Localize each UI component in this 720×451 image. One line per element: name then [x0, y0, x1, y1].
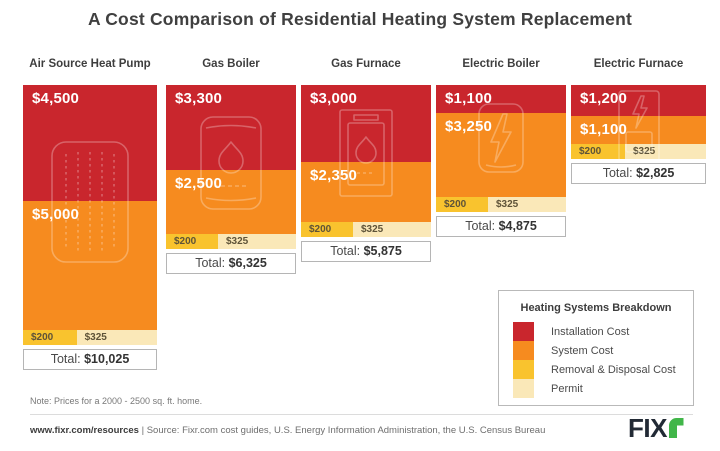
- total-box: Total: $4,875: [436, 216, 566, 237]
- segment-system-cost: $5,000: [23, 201, 157, 330]
- legend-item-system-cost: System Cost: [513, 341, 693, 360]
- strip-row: $200 $325: [301, 222, 431, 237]
- total-label: Total:: [465, 219, 496, 233]
- stacked-bar: $3,300 $2,500 $200 $325: [166, 85, 296, 249]
- footnote: Note: Prices for a 2000 - 2500 sq. ft. h…: [30, 396, 203, 406]
- stacked-bar: $1,200 $1,100 $200 $325: [571, 85, 706, 159]
- total-label: Total:: [602, 166, 633, 180]
- segment-removal-disposal-cost: $200: [166, 234, 218, 249]
- legend-item-installation-cost: Installation Cost: [513, 322, 693, 341]
- column-label: Gas Boiler: [202, 58, 260, 70]
- total-box: Total: $6,325: [166, 253, 296, 274]
- column-gas-boiler: Gas Boiler $3,300 $2,500 $200 $325 Total…: [166, 52, 296, 274]
- segment-system-cost: $1,100: [571, 116, 706, 144]
- system-cost-value: $1,100: [580, 121, 628, 138]
- footer: www.fixr.com/resources | Source: Fixr.co…: [30, 425, 545, 436]
- strip-row: $200 $325: [166, 234, 296, 249]
- legend-items: Installation Cost System Cost Removal & …: [513, 322, 693, 398]
- total-box: Total: $2,825: [571, 163, 706, 184]
- segment-installation-cost: $3,300: [166, 85, 296, 170]
- legend-label: System Cost: [551, 344, 614, 357]
- strip-row: $200 $325: [23, 330, 157, 345]
- legend-label: Removal & Disposal Cost: [551, 363, 676, 376]
- installation-cost-value: $1,200: [580, 90, 628, 107]
- segment-system-cost: $2,500: [166, 170, 296, 234]
- legend-item-permit: Permit: [513, 379, 693, 398]
- installation-cost-value: $3,000: [310, 90, 358, 107]
- segment-installation-cost: $4,500: [23, 85, 157, 201]
- legend-title: Heating Systems Breakdown: [520, 302, 672, 314]
- page-title: A Cost Comparison of Residential Heating…: [87, 9, 633, 29]
- segment-permit: $325: [218, 234, 296, 249]
- segment-removal-disposal-cost: $200: [23, 330, 77, 345]
- column-label: Electric Boiler: [462, 58, 540, 70]
- fixr-logo: FIX: [628, 413, 684, 443]
- total-label: Total:: [330, 244, 361, 258]
- total-value: $10,025: [84, 352, 130, 366]
- legend-swatch: [513, 379, 534, 398]
- total-label: Total:: [50, 352, 81, 366]
- segment-system-cost: $2,350: [301, 162, 431, 222]
- footer-resources-link[interactable]: www.fixr.com/resources: [30, 425, 139, 436]
- column-label: Gas Furnace: [331, 58, 401, 70]
- segment-permit: $325: [625, 144, 706, 159]
- segment-removal-disposal-cost: $200: [436, 197, 488, 212]
- total-value: $5,875: [363, 244, 402, 258]
- total-value: $6,325: [228, 256, 267, 270]
- segment-installation-cost: $1,100: [436, 85, 566, 113]
- installation-cost-value: $3,300: [175, 90, 223, 107]
- column-electric-boiler: Electric Boiler $1,100 $3,250 $200 $325 …: [436, 52, 566, 237]
- legend-item-removal-disposal-cost: Removal & Disposal Cost: [513, 360, 693, 379]
- column-label: Electric Furnace: [593, 58, 684, 70]
- segment-removal-disposal-cost: $200: [301, 222, 353, 237]
- segment-permit: $325: [488, 197, 566, 212]
- segment-installation-cost: $3,000: [301, 85, 431, 162]
- legend-swatch: [513, 322, 534, 341]
- segment-removal-disposal-cost: $200: [571, 144, 625, 159]
- legend-label: Permit: [551, 382, 583, 395]
- column-electric-furnace: Electric Furnace $1,200 $1,100 $200 $325…: [571, 52, 706, 184]
- installation-cost-value: $1,100: [445, 90, 493, 107]
- stacked-bar-chart: Air Source Heat Pump $4,500 $5,000 $200 …: [23, 52, 706, 370]
- total-label: Total:: [195, 256, 226, 270]
- total-box: Total: $10,025: [23, 349, 157, 370]
- stacked-bar: $3,000 $2,350 $200 $325: [301, 85, 431, 237]
- footer-separator: |: [141, 425, 145, 436]
- legend: Heating Systems Breakdown Installation C…: [498, 290, 694, 406]
- column-label: Air Source Heat Pump: [29, 58, 151, 70]
- total-value: $2,825: [636, 166, 675, 180]
- legend-label: Installation Cost: [551, 325, 630, 338]
- stacked-bar: $1,100 $3,250 $200 $325: [436, 85, 566, 212]
- column-air-source-heat-pump: Air Source Heat Pump $4,500 $5,000 $200 …: [23, 52, 157, 370]
- legend-swatch: [513, 341, 534, 360]
- segment-installation-cost: $1,200: [571, 85, 706, 116]
- system-cost-value: $2,350: [310, 167, 358, 184]
- footer-divider: [30, 414, 693, 415]
- total-box: Total: $5,875: [301, 241, 431, 262]
- strip-row: $200 $325: [436, 197, 566, 212]
- system-cost-value: $3,250: [445, 118, 493, 135]
- fixr-logo-r-icon: [668, 418, 684, 438]
- system-cost-value: $2,500: [175, 175, 223, 192]
- stacked-bar: $4,500 $5,000 $200 $325: [23, 85, 157, 345]
- column-gas-furnace: Gas Furnace $3,000 $2,350 $200 $325 Tota…: [301, 52, 431, 262]
- total-value: $4,875: [498, 219, 537, 233]
- installation-cost-value: $4,500: [32, 90, 80, 107]
- segment-permit: $325: [353, 222, 431, 237]
- segment-permit: $325: [76, 330, 157, 345]
- segment-system-cost: $3,250: [436, 113, 566, 197]
- strip-row: $200 $325: [571, 144, 706, 159]
- fixr-logo-text: FIX: [628, 413, 667, 443]
- footer-source: Source: Fixr.com cost guides, U.S. Energ…: [146, 425, 546, 436]
- system-cost-value: $5,000: [32, 206, 80, 223]
- legend-swatch: [513, 360, 534, 379]
